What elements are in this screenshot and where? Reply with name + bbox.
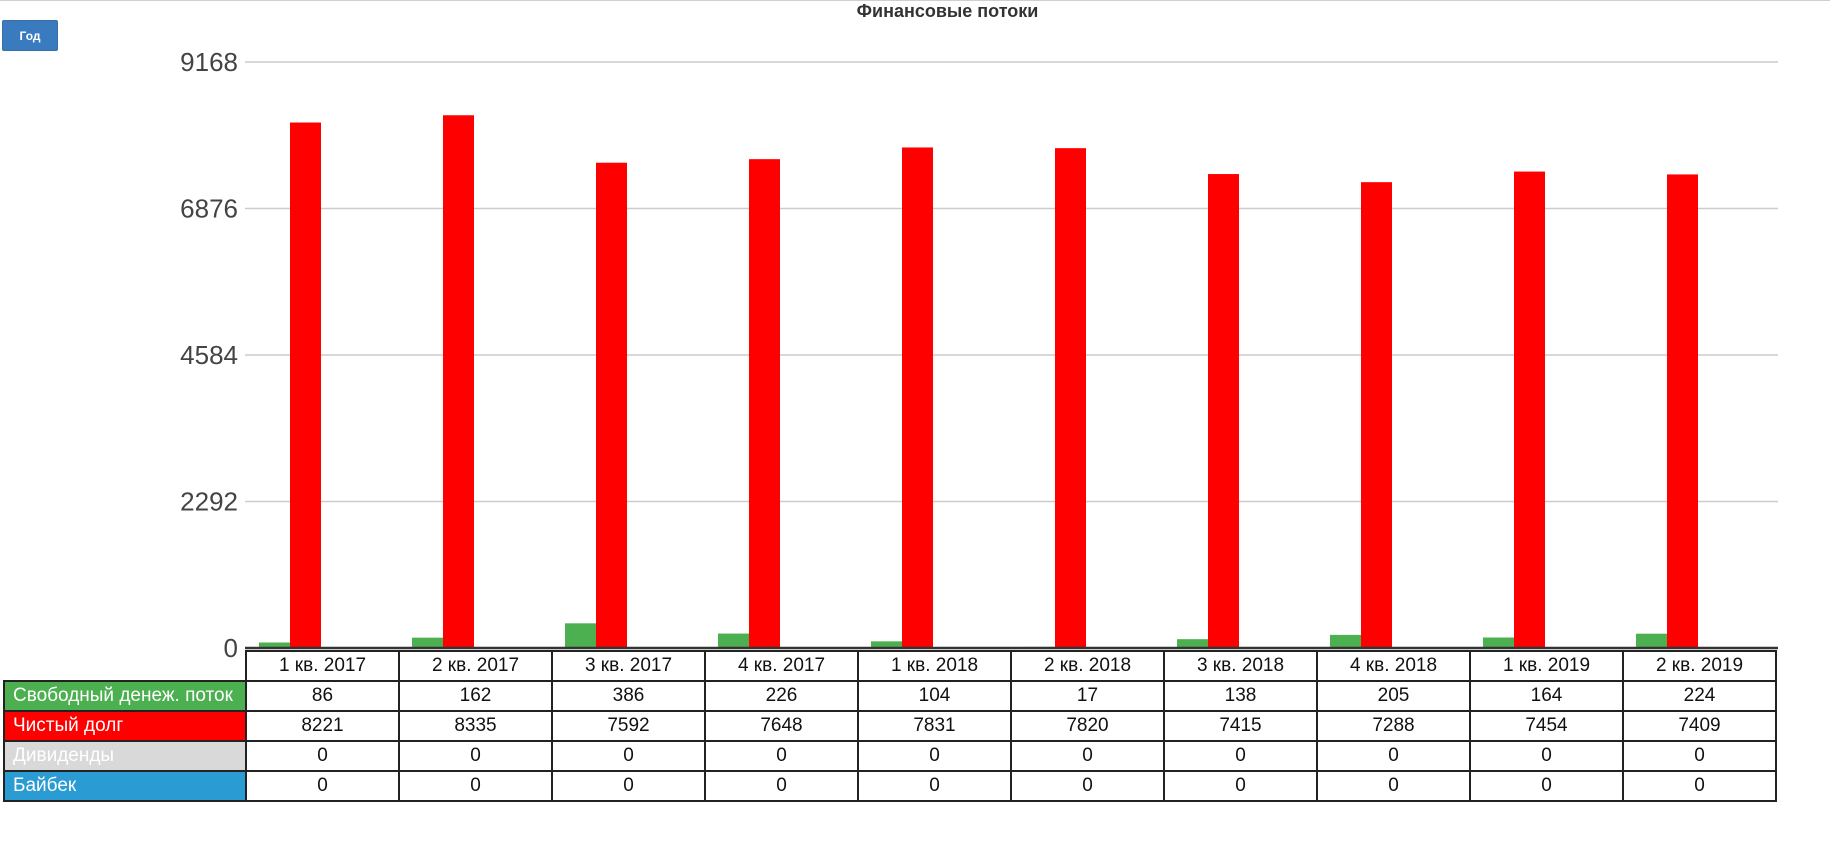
y-tick-label: 0 xyxy=(224,633,238,660)
bar-1-8[interactable] xyxy=(1330,634,1361,648)
bar-2-5[interactable] xyxy=(902,147,933,649)
table-cell: 0 xyxy=(1010,770,1165,802)
table-cell: 205 xyxy=(1316,680,1471,712)
table-cell: 7592 xyxy=(551,710,706,742)
bar-1-7[interactable] xyxy=(1177,639,1208,648)
table-cell: 0 xyxy=(1010,740,1165,772)
series-legend-label[interactable]: Свободный денеж. поток xyxy=(3,680,247,712)
category-label: 3 кв. 2018 xyxy=(1163,650,1318,682)
y-tick-label: 9168 xyxy=(180,47,238,77)
table-cell: 7415 xyxy=(1163,710,1318,742)
table-cell: 0 xyxy=(1469,740,1624,772)
category-label: 2 кв. 2019 xyxy=(1622,650,1777,682)
table-cell: 0 xyxy=(857,740,1012,772)
bar-2-7[interactable] xyxy=(1208,174,1239,648)
table-row: Дивиденды 0 0 0 0 0 0 0 0 0 0 xyxy=(3,740,1777,772)
category-label: 4 кв. 2017 xyxy=(704,650,859,682)
table-cell: 0 xyxy=(398,740,553,772)
table-cell: 7288 xyxy=(1316,710,1471,742)
series-legend-label[interactable]: Чистый долг xyxy=(3,710,247,742)
bar-2-8[interactable] xyxy=(1361,182,1392,649)
table-cell: 86 xyxy=(245,680,400,712)
table-cell: 162 xyxy=(398,680,553,712)
table-cell: 0 xyxy=(245,740,400,772)
table-row: Байбек 0 0 0 0 0 0 0 0 0 0 xyxy=(3,770,1777,802)
bar-1-10[interactable] xyxy=(1636,633,1667,648)
table-row: Чистый долг 8221 8335 7592 7648 7831 7820 7415 7… xyxy=(3,710,1777,742)
table-cell: 0 xyxy=(1163,770,1318,802)
bar-2-4[interactable] xyxy=(749,159,780,648)
category-label: 2 кв. 2018 xyxy=(1010,650,1165,682)
table-cell: 0 xyxy=(1622,740,1777,772)
table-cell: 224 xyxy=(1622,680,1777,712)
bar-1-2[interactable] xyxy=(412,637,443,648)
category-label: 1 кв. 2018 xyxy=(857,650,1012,682)
table-cell: 386 xyxy=(551,680,706,712)
series-legend-label[interactable]: Байбек xyxy=(3,770,247,802)
table-cell: 104 xyxy=(857,680,1012,712)
table-cell: 0 xyxy=(857,770,1012,802)
table-row: Свободный денеж. поток 86 162 386 226 104 17 13… xyxy=(3,680,1777,712)
bar-2-2[interactable] xyxy=(443,115,474,649)
bar-2-9[interactable] xyxy=(1514,171,1545,648)
table-cell: 7454 xyxy=(1469,710,1624,742)
data-table: 1 кв. 2017 2 кв. 2017 3 кв. 2017 4 кв. 2017… xyxy=(3,650,1777,802)
table-corner xyxy=(4,651,246,681)
chart-title: Финансовые потоки xyxy=(856,1,1039,21)
y-tick-label: 6876 xyxy=(180,194,238,224)
table-cell: 7409 xyxy=(1622,710,1777,742)
category-label: 2 кв. 2017 xyxy=(398,650,553,682)
bar-1-1[interactable] xyxy=(259,642,290,648)
bar-1-9[interactable] xyxy=(1483,637,1514,648)
table-cell: 17 xyxy=(1010,680,1165,712)
table-cell: 0 xyxy=(551,740,706,772)
table-cell: 226 xyxy=(704,680,859,712)
table-cell: 0 xyxy=(704,770,859,802)
category-label: 1 кв. 2019 xyxy=(1469,650,1624,682)
bar-2-1[interactable] xyxy=(290,122,321,648)
bar-1-5[interactable] xyxy=(871,641,902,648)
bar-2-6[interactable] xyxy=(1055,148,1086,648)
table-cell: 0 xyxy=(1469,770,1624,802)
bar-2-10[interactable] xyxy=(1667,174,1698,649)
bar-2-3[interactable] xyxy=(596,162,627,648)
table-cell: 0 xyxy=(1316,740,1471,772)
top-divider xyxy=(0,0,1830,1)
table-cell: 0 xyxy=(1316,770,1471,802)
table-header-row: 1 кв. 2017 2 кв. 2017 3 кв. 2017 4 кв. 2017… xyxy=(4,650,1777,682)
table-cell: 0 xyxy=(1163,740,1318,772)
table-cell: 164 xyxy=(1469,680,1624,712)
table-cell: 8335 xyxy=(398,710,553,742)
table-cell: 0 xyxy=(398,770,553,802)
table-cell: 0 xyxy=(704,740,859,772)
table-cell: 0 xyxy=(245,770,400,802)
table-cell: 7820 xyxy=(1010,710,1165,742)
table-cell: 138 xyxy=(1163,680,1318,712)
table-cell: 7648 xyxy=(704,710,859,742)
category-label: 1 кв. 2017 xyxy=(245,650,400,682)
bar-1-4[interactable] xyxy=(718,633,749,648)
category-label: 3 кв. 2017 xyxy=(551,650,706,682)
table-cell: 7831 xyxy=(857,710,1012,742)
period-year-button[interactable]: Год xyxy=(2,20,58,51)
bar-chart: 0 2292 4584 6876 9168 xyxy=(180,47,1778,660)
category-label: 4 кв. 2018 xyxy=(1316,650,1471,682)
y-tick-label: 2292 xyxy=(180,487,238,517)
table-cell: 8221 xyxy=(245,710,400,742)
series-legend-label[interactable]: Дивиденды xyxy=(3,740,247,772)
table-cell: 0 xyxy=(551,770,706,802)
bar-1-3[interactable] xyxy=(565,623,596,648)
y-tick-label: 4584 xyxy=(180,340,238,370)
table-cell: 0 xyxy=(1622,770,1777,802)
